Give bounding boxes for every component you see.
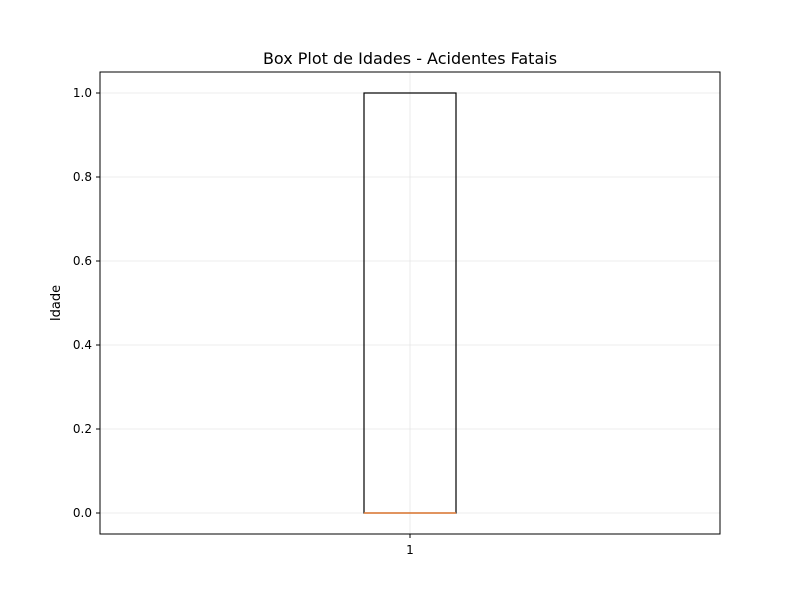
plot-area-frame bbox=[99, 71, 721, 535]
box-layer bbox=[363, 92, 457, 514]
y-tick-label: 0.2 bbox=[73, 422, 92, 436]
x-tick-label: 1 bbox=[406, 543, 414, 557]
y-tick-label: 0.0 bbox=[73, 506, 92, 520]
y-tick-label: 0.4 bbox=[73, 338, 92, 352]
y-tick-label: 0.6 bbox=[73, 254, 92, 268]
y-tick-label: 0.8 bbox=[73, 170, 92, 184]
chart-title: Box Plot de Idades - Acidentes Fatais bbox=[263, 49, 557, 68]
tick-layer: 0.0 0.2 0.4 0.6 0.8 1.0 1 bbox=[73, 86, 414, 557]
y-axis-label: Idade bbox=[49, 285, 64, 321]
y-tick-label: 1.0 bbox=[73, 86, 92, 100]
